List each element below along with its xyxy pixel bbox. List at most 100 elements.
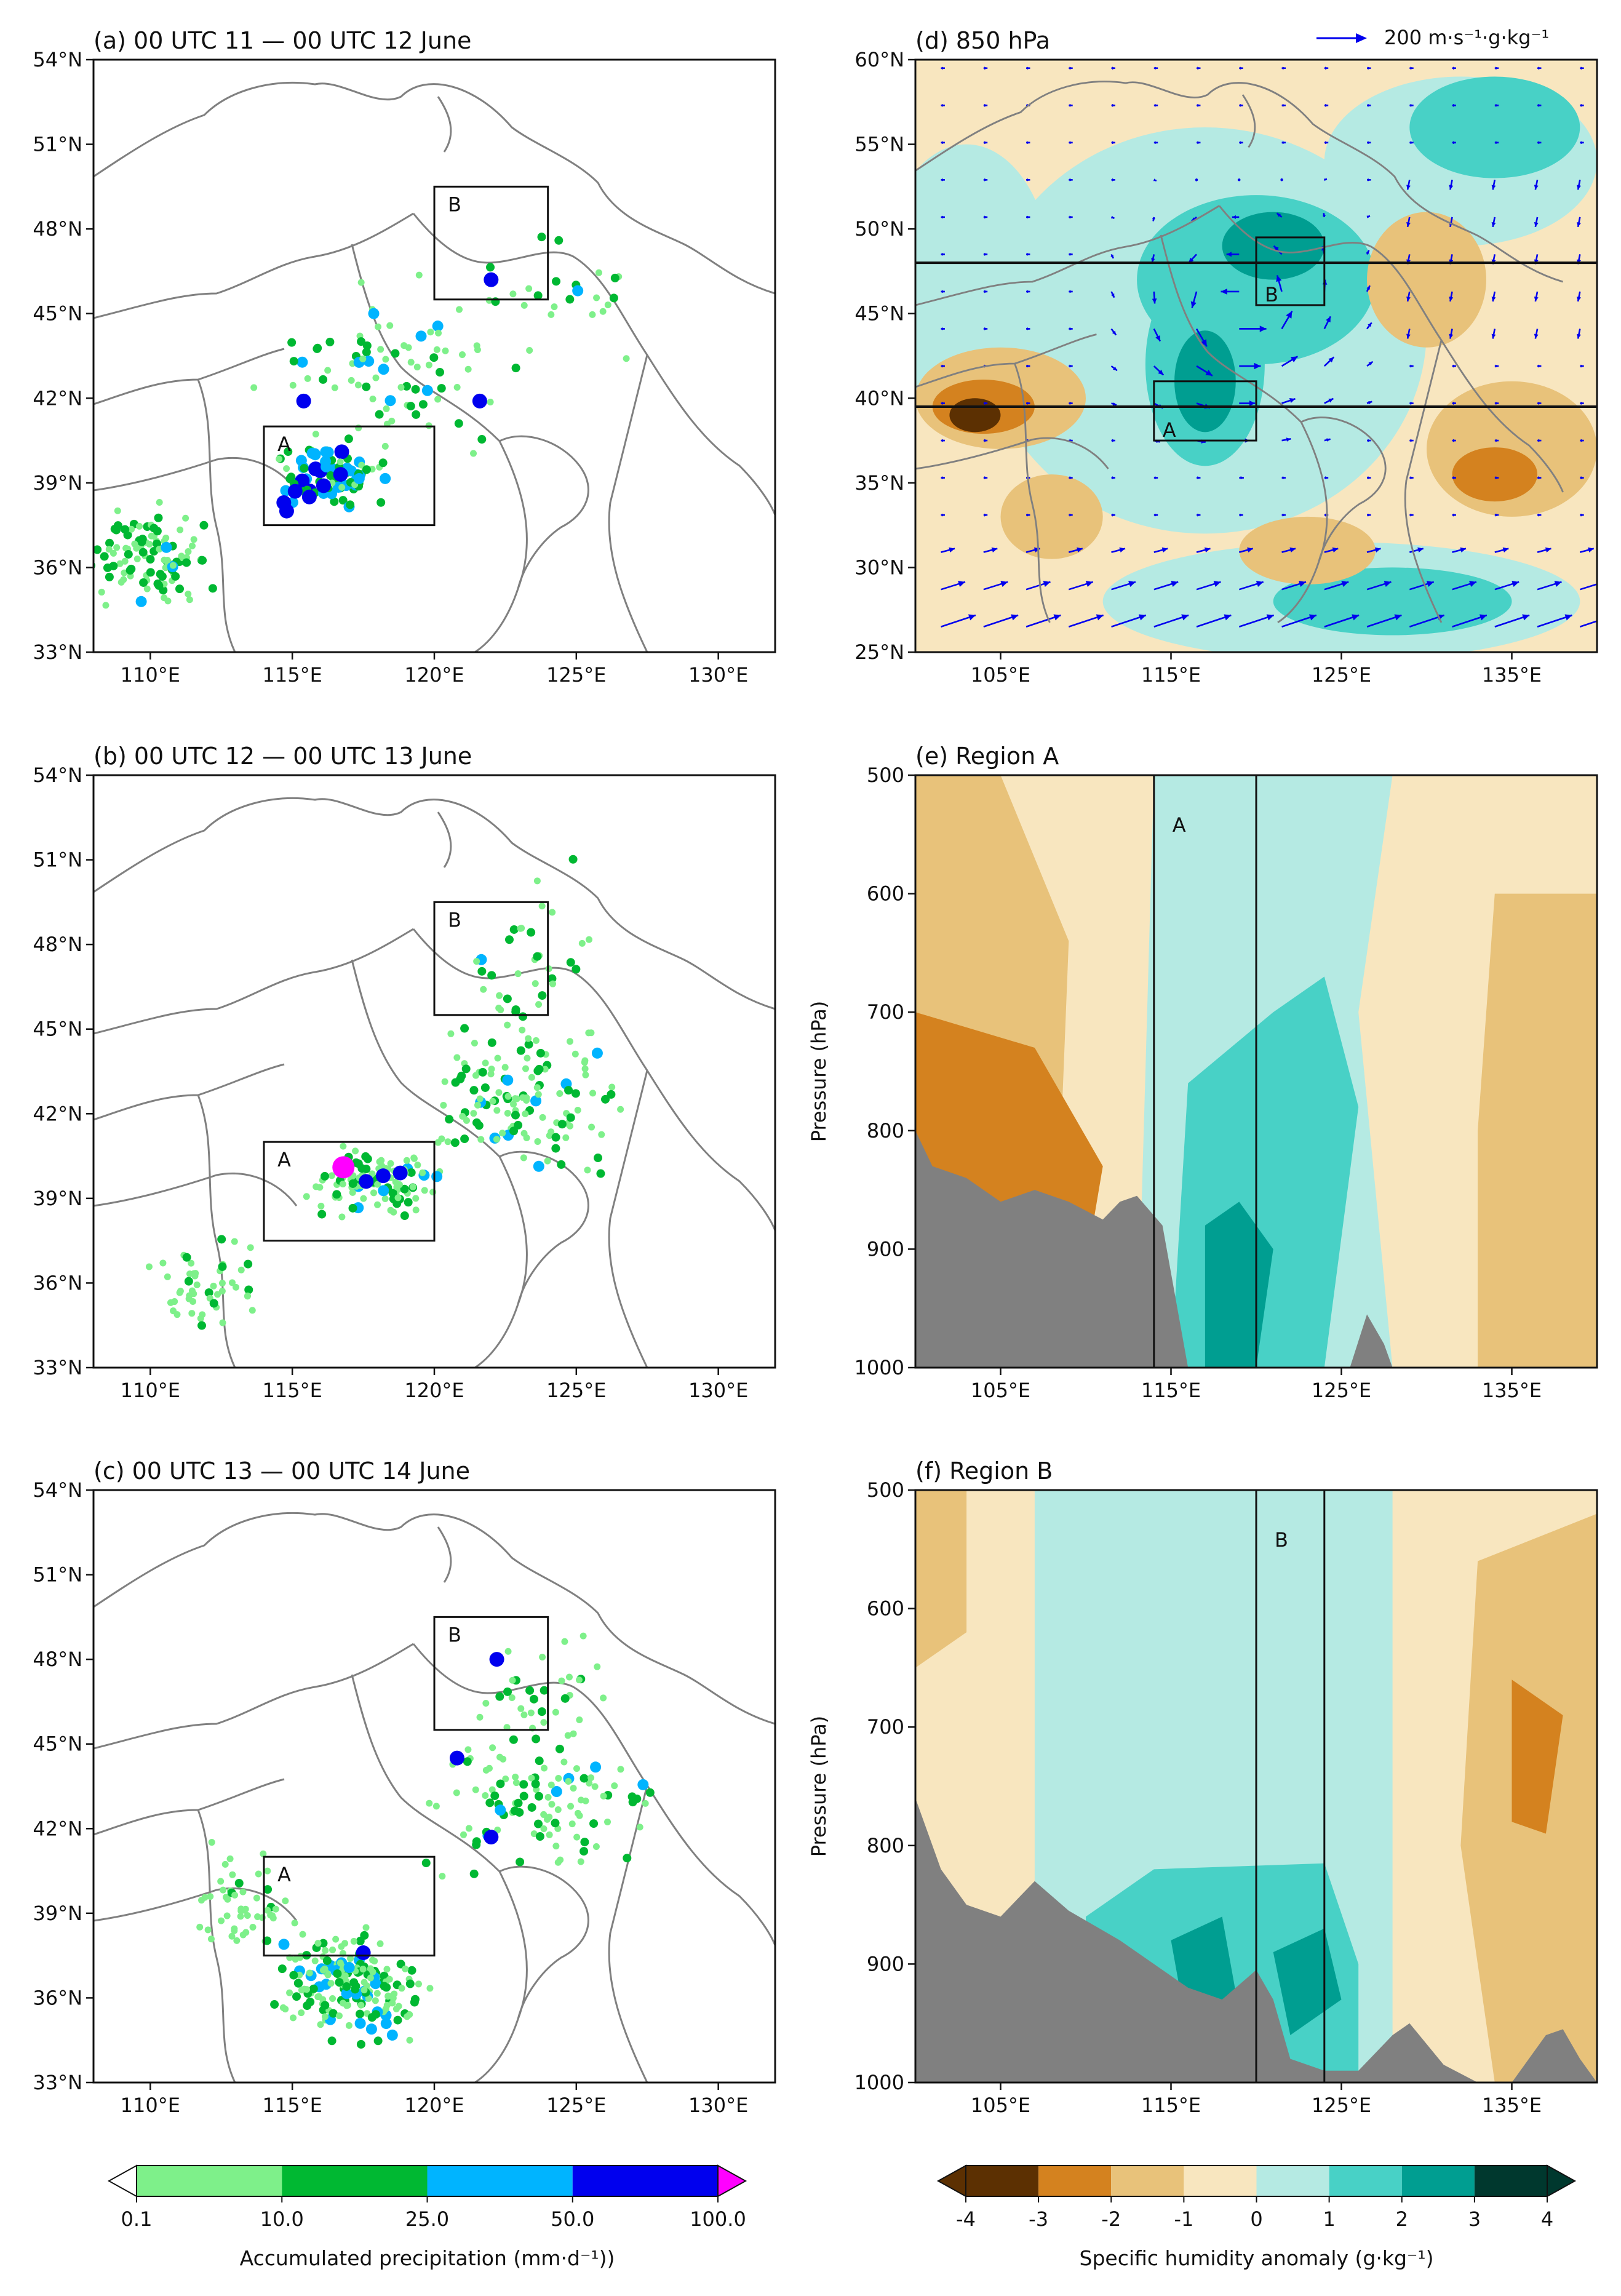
station-point (405, 1979, 415, 1988)
station-point (231, 1927, 238, 1934)
station-point (190, 1290, 197, 1297)
region-label-b: B (1265, 283, 1278, 306)
station-point (538, 991, 547, 1000)
station-point (296, 1971, 303, 1979)
station-point (567, 1122, 574, 1130)
flux-vector-head (1469, 581, 1476, 588)
station-point (394, 1194, 402, 1202)
station-point (585, 936, 592, 943)
station-point (362, 382, 371, 391)
flux-vector-head (1069, 290, 1073, 293)
x-tick-label: 120°E (404, 2094, 464, 2117)
station-point (460, 1831, 467, 1838)
station-point (113, 544, 121, 551)
station-point (623, 355, 630, 362)
flux-vector-head (1341, 581, 1349, 588)
flux-vector-head (1027, 178, 1030, 181)
flux-vector-head (941, 513, 945, 517)
y-tick-label: 500 (867, 763, 904, 787)
station-point (470, 1110, 477, 1117)
station-point (520, 1130, 528, 1137)
flux-vector-head (984, 178, 988, 181)
y-tick-label: 600 (867, 1597, 904, 1620)
station-point (477, 967, 487, 976)
station-point (196, 1923, 204, 1931)
station-point (421, 1859, 431, 1868)
station-point (567, 1803, 575, 1810)
station-point (515, 1808, 524, 1817)
station-point (171, 572, 180, 581)
flux-vector-head (1110, 255, 1113, 258)
station-point (487, 1070, 495, 1078)
station-point (228, 1932, 236, 1940)
flux-vector-head (1580, 513, 1584, 517)
flux-vector-head (1496, 103, 1499, 107)
station-point (497, 1006, 504, 1014)
flux-vector-head (1027, 252, 1030, 256)
station-point (407, 1168, 416, 1177)
station-point (362, 341, 372, 350)
station-point (231, 1238, 238, 1245)
flux-vector-head (1410, 513, 1414, 517)
station-point (457, 1071, 466, 1080)
humidity-contour (1511, 1680, 1563, 1834)
station-point (556, 1090, 564, 1097)
station-point (289, 381, 297, 389)
flux-vector-head (1368, 361, 1373, 365)
station-point (303, 1193, 310, 1200)
station-point (570, 1730, 577, 1737)
station-point (522, 1110, 529, 1118)
flux-vector-head (1479, 614, 1487, 621)
flux-vector-head (1197, 476, 1201, 480)
flux-vector-head (1155, 476, 1158, 480)
station-point (110, 524, 119, 533)
station-point (317, 1210, 327, 1219)
map-content (915, 60, 1597, 652)
station-point (311, 1957, 319, 1964)
station-point (383, 405, 390, 412)
station-point (121, 557, 129, 565)
station-point (463, 1757, 472, 1766)
station-point-heavy (296, 393, 311, 409)
y-tick-label: 500 (867, 1478, 904, 1502)
station-point (98, 588, 105, 596)
station-point (354, 381, 362, 389)
station-point (297, 356, 308, 368)
flux-vector-head (1325, 476, 1329, 480)
station-point (182, 558, 191, 567)
x-tick-label: 115°E (1141, 1379, 1201, 1402)
station-point (537, 1707, 546, 1716)
station-point (544, 1816, 551, 1823)
station-point (533, 877, 541, 885)
station-point (105, 538, 114, 548)
station-point (411, 385, 420, 394)
y-tick-label: 30°N (854, 556, 904, 579)
station-point (188, 542, 196, 549)
station-point (114, 507, 121, 514)
station-point (400, 1211, 409, 1221)
station-point (442, 347, 449, 354)
flux-vector-head (984, 141, 988, 145)
station-point (348, 1179, 357, 1188)
station-point (525, 285, 533, 292)
station-point (425, 361, 432, 369)
station-point (415, 1980, 422, 1988)
flux-vector-head (1240, 141, 1243, 145)
station-point (116, 560, 124, 567)
station-point (502, 1074, 514, 1086)
colorbar-label: Specific humidity anomaly (g·kg⁻¹) (1080, 2246, 1434, 2270)
flux-vector (1579, 583, 1597, 591)
station-point (374, 1181, 381, 1188)
station-point (404, 1198, 413, 1207)
station-point (284, 447, 293, 456)
flux-vector-head (1325, 103, 1329, 107)
station-point (601, 1094, 610, 1104)
station-point (578, 1796, 585, 1804)
flux-vector-head (1171, 581, 1179, 588)
station-point (250, 384, 258, 391)
y-tick-label: 55°N (854, 133, 904, 156)
station-point (73, 539, 82, 548)
flux-vector-head (1326, 438, 1331, 442)
station-point (476, 1095, 484, 1102)
station-point (527, 928, 536, 937)
